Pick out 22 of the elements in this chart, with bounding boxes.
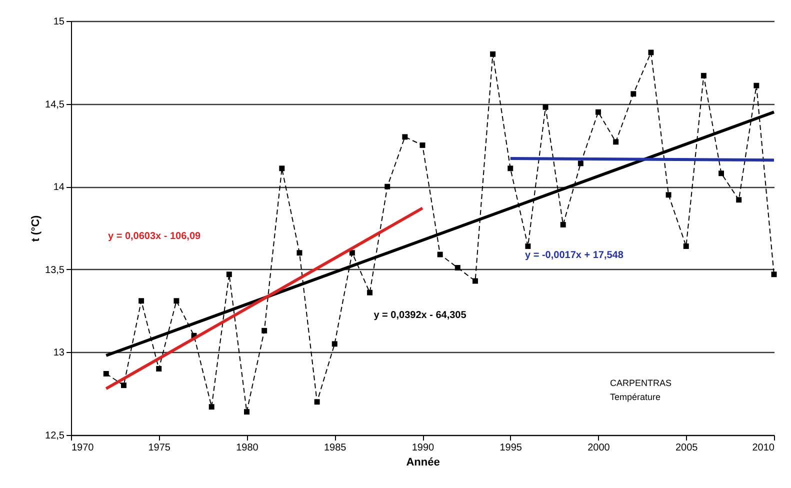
x-tick-label: 1980 xyxy=(236,442,259,454)
y-tick-label: 13,5 xyxy=(45,264,65,276)
y-tick-label: 13 xyxy=(53,348,65,359)
y-tick-label: 14 xyxy=(53,182,65,194)
y-axis-title: t (°C) xyxy=(30,214,42,242)
annotation: y = -0,0017x + 17,548 xyxy=(525,250,624,261)
x-tick-label: 2005 xyxy=(676,442,698,454)
y-tick-label: 12,5 xyxy=(45,430,65,442)
y-tick-label: 15 xyxy=(53,16,65,28)
y-tick-label: 14,5 xyxy=(45,99,65,110)
x-tick-label: 1990 xyxy=(412,442,435,454)
x-tick-label: 2010 xyxy=(752,442,775,454)
x-tick-label: 1975 xyxy=(148,442,171,454)
annotation: Température xyxy=(610,392,661,402)
x-tick-label: 1985 xyxy=(324,442,347,454)
annotation: CARPENTRAS xyxy=(610,378,672,388)
annotation: y = 0,0603x - 106,09 xyxy=(108,231,202,242)
x-tick-label: 1995 xyxy=(500,442,522,454)
annotation: y = 0,0392x - 64,305 xyxy=(374,310,467,321)
x-tick-label: 2000 xyxy=(588,442,610,454)
x-tick-label: 1970 xyxy=(72,442,94,454)
x-axis-title: Année xyxy=(406,456,440,468)
